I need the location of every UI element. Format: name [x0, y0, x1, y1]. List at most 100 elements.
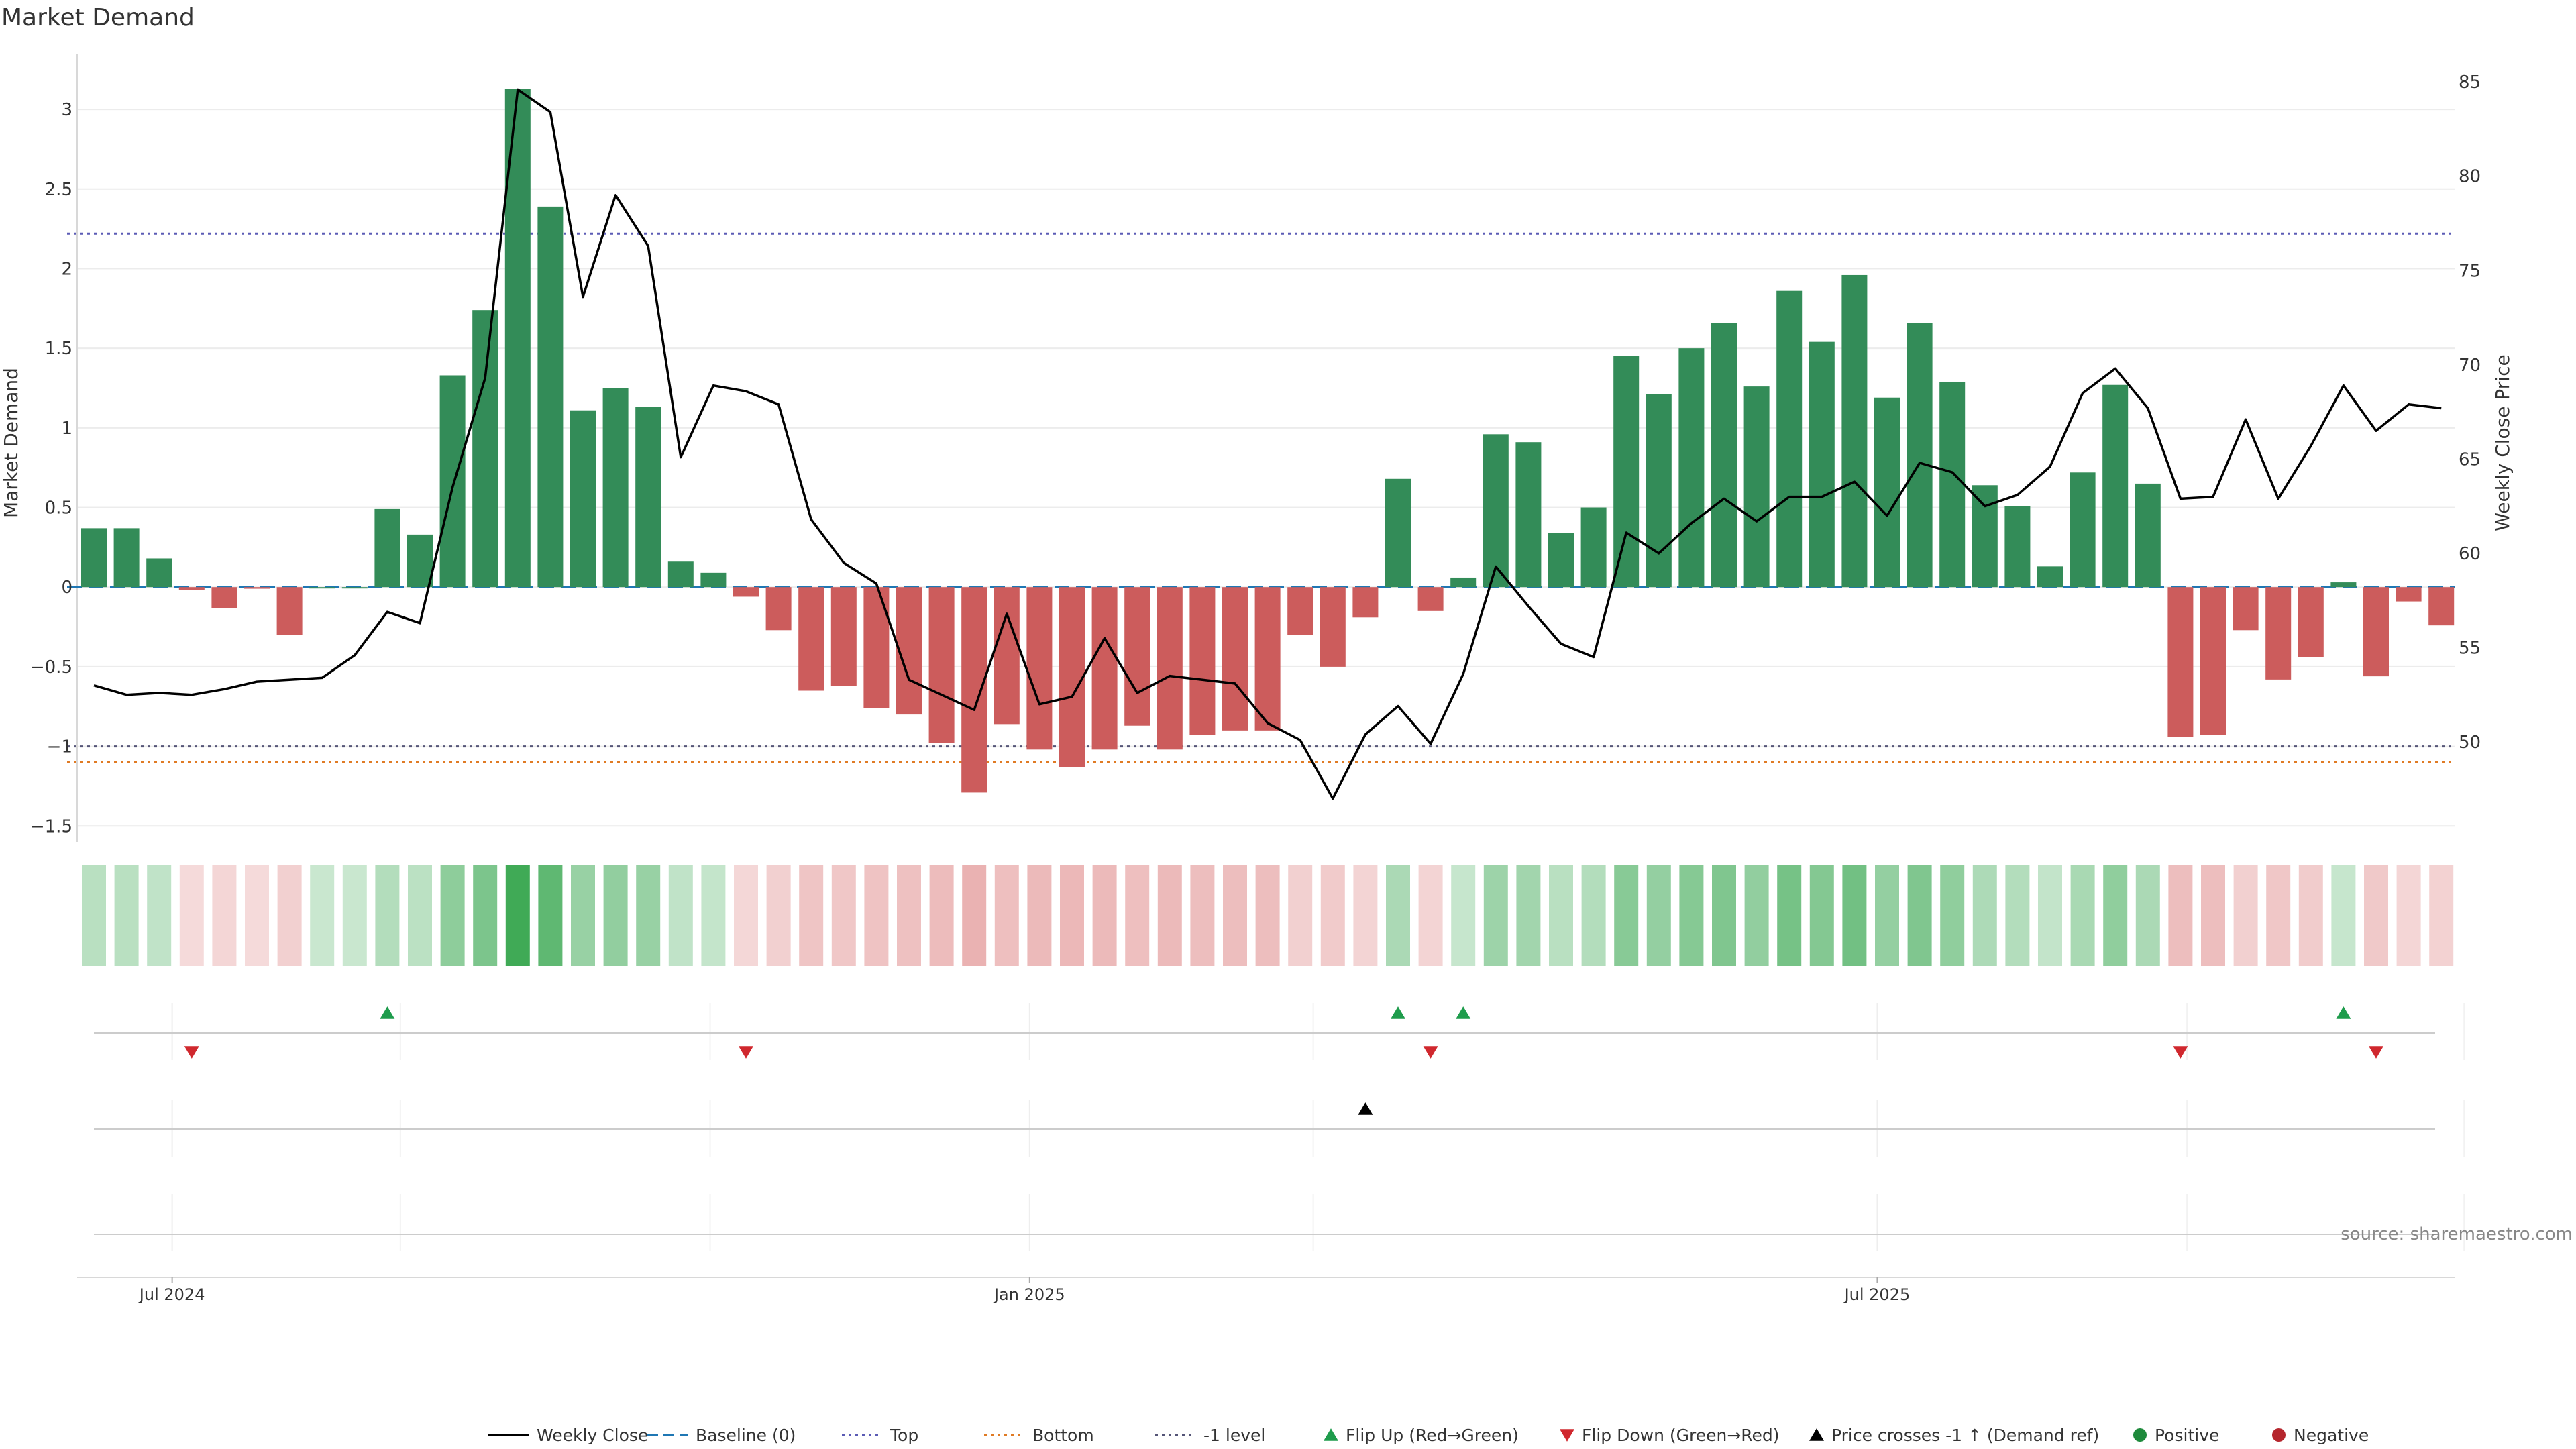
heat-cell [408, 865, 432, 966]
demand-bar [1646, 394, 1672, 588]
demand-bar [309, 587, 335, 589]
demand-bar [1711, 323, 1737, 588]
heat-cell [1940, 865, 1965, 966]
heat-cell [1255, 865, 1280, 966]
demand-bar [81, 528, 107, 588]
demand-bar [472, 310, 498, 588]
heat-cell [1157, 865, 1182, 966]
heat-cell [636, 865, 661, 966]
legend-label: Positive [2155, 1426, 2219, 1445]
heat-cell [1386, 865, 1410, 966]
heat-cell [342, 865, 367, 966]
demand-bar [2167, 587, 2194, 737]
legend-label: Baseline (0) [696, 1426, 796, 1445]
demand-bar [2233, 587, 2259, 631]
legend-label: Negative [2294, 1426, 2369, 1445]
heat-cell [1777, 865, 1802, 966]
demand-bar [178, 587, 205, 590]
y-tick-label: 0 [61, 578, 72, 598]
x-tick-label: Jul 2024 [138, 1285, 205, 1304]
y-tick-label: −1.5 [30, 816, 72, 837]
event-markers [94, 1006, 2435, 1235]
heat-cell [1353, 865, 1378, 966]
source-note: source: sharemaestro.com [2341, 1224, 2573, 1244]
legend-item: Price crosses -1 ↑ (Demand ref) [1809, 1426, 2099, 1445]
legend-item: -1 level [1155, 1426, 1265, 1445]
heat-cell [1320, 865, 1345, 966]
demand-heat-strip [82, 865, 2454, 966]
demand-bar [1450, 577, 1477, 588]
x-tick-label: Jul 2025 [1843, 1285, 1911, 1304]
heat-cell [1060, 865, 1084, 966]
y2-tick-label: 70 [2459, 356, 2481, 376]
y2-axis-label: Weekly Close Price [2491, 354, 2514, 531]
demand-bar [2135, 483, 2161, 588]
heat-cell [538, 865, 563, 966]
y2-tick-label: 85 [2459, 72, 2481, 93]
y2-tick-label: 80 [2459, 167, 2481, 187]
heat-cell [962, 865, 987, 966]
demand-bar [2037, 566, 2063, 588]
legend-item: Weekly Close [488, 1426, 648, 1445]
heat-cell [2103, 865, 2128, 966]
demand-bar [2265, 587, 2292, 680]
demand-bar [798, 587, 824, 691]
heat-cell [831, 865, 856, 966]
heat-cell [1092, 865, 1117, 966]
demand-bar [1352, 587, 1379, 618]
y2-tick-label: 60 [2459, 544, 2481, 564]
demand-bar [961, 587, 987, 793]
heat-cell [82, 865, 106, 966]
legend-label: Weekly Close [537, 1426, 648, 1445]
heat-cell [147, 865, 172, 966]
demand-bar [1841, 274, 1868, 588]
heat-cell [799, 865, 824, 966]
heat-cell [929, 865, 954, 966]
heat-cell [2038, 865, 2062, 966]
heat-cell [245, 865, 269, 966]
demand-bar [1678, 348, 1705, 588]
heat-cell [1483, 865, 1508, 966]
flip-up-marker [380, 1006, 395, 1019]
legend-item: Negative [2272, 1426, 2369, 1445]
heat-cell [2364, 865, 2388, 966]
demand-bar [2428, 587, 2455, 626]
demand-bar [537, 206, 564, 588]
heat-cell [114, 865, 139, 966]
heat-cell [1451, 865, 1476, 966]
legend-label: -1 level [1203, 1426, 1265, 1445]
y-tick-label: −0.5 [30, 657, 72, 678]
flip-down-marker [184, 1046, 199, 1059]
heat-cell [179, 865, 204, 966]
weekly-close-line [93, 88, 2442, 800]
demand-bar [1026, 587, 1053, 750]
demand-bar [113, 528, 140, 588]
heat-cell [2201, 865, 2225, 966]
heat-cell [1581, 865, 1606, 966]
chart-title: Market Demand [1, 4, 195, 32]
y-tick-label: 1.5 [45, 339, 72, 359]
heat-cell [766, 865, 791, 966]
demand-bar [439, 375, 466, 588]
demand-bar [1515, 442, 1542, 588]
legend-label: Bottom [1032, 1426, 1094, 1445]
flip-down-marker [2173, 1046, 2188, 1059]
y-tick-label: −1 [47, 737, 72, 757]
heat-cell [2396, 865, 2421, 966]
heat-cell [2266, 865, 2291, 966]
demand-bar [1254, 587, 1281, 731]
demand-bar [1287, 587, 1313, 635]
demand-bars [81, 89, 2455, 793]
y-tick-label: 2 [61, 259, 72, 279]
heat-cell [212, 865, 237, 966]
heat-cell [1125, 865, 1150, 966]
y-tick-label: 0.5 [45, 498, 72, 519]
heat-cell [1875, 865, 1899, 966]
demand-bar [341, 587, 368, 589]
demand-bar [1222, 587, 1248, 731]
demand-bar [830, 587, 857, 686]
demand-bar [1483, 434, 1509, 588]
demand-bar [1874, 397, 1900, 588]
demand-bar [244, 587, 270, 589]
flip-down-marker [2369, 1046, 2383, 1059]
